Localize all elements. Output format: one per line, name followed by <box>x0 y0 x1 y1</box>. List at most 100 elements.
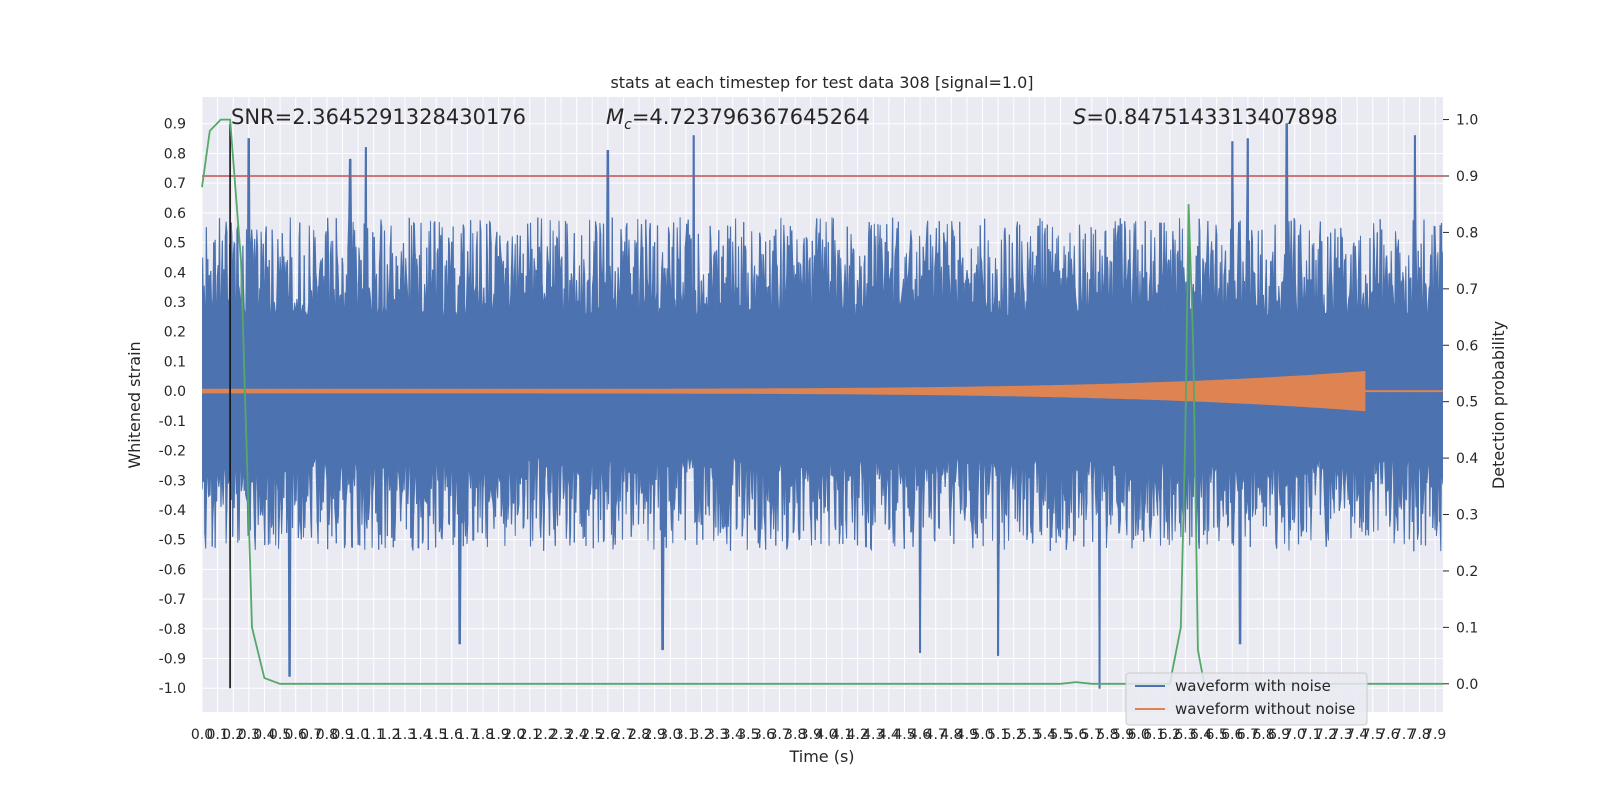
y2-tick-label: 0.4 <box>1456 451 1478 467</box>
waveform-with-noise <box>202 123 1443 689</box>
x-tick-label: 6.6 <box>1221 727 1243 743</box>
y2-tick-label: 0.9 <box>1456 169 1478 185</box>
x-tick-label: 0.5 <box>269 727 291 743</box>
score-value: =0.8475143313407898 <box>1086 105 1337 129</box>
y2-tick-label: 0.1 <box>1456 620 1478 636</box>
x-tick-label: 5.5 <box>1049 727 1071 743</box>
y-tick-label: 0.7 <box>164 176 186 192</box>
x-tick-label: 5.8 <box>1096 727 1118 743</box>
y-tick-label: -0.8 <box>159 622 186 638</box>
x-tick-label: 2.7 <box>612 727 634 743</box>
x-tick-label: 4.5 <box>893 727 915 743</box>
x-tick-label: 0.3 <box>238 727 260 743</box>
y-tick-label: -0.5 <box>159 533 186 549</box>
y2-tick-label: 0.2 <box>1456 564 1478 580</box>
y-tick-label: -0.3 <box>159 473 186 489</box>
chirp-mass-annotation: Mc=4.723796367645264 <box>606 105 870 133</box>
x-tick-label: 3.4 <box>722 727 744 743</box>
x-tick-label: 2.6 <box>597 727 619 743</box>
y-tick-label: -0.6 <box>159 562 186 578</box>
y-tick-label: 0.6 <box>164 206 186 222</box>
y2-tick-label: 0.8 <box>1456 225 1478 241</box>
x-tick-label: 2.1 <box>519 727 541 743</box>
y-tick-label: 0.8 <box>164 146 186 162</box>
y-tick-label: -0.1 <box>159 414 186 430</box>
x-tick-label: 1.3 <box>394 727 416 743</box>
x-tick-label: 6.0 <box>1127 727 1149 743</box>
x-tick-label: 1.9 <box>487 727 509 743</box>
x-tick-label: 1.0 <box>347 727 369 743</box>
x-tick-label: 7.0 <box>1284 727 1306 743</box>
x-tick-label: 7.5 <box>1362 727 1384 743</box>
y-tick-label: -1.0 <box>159 681 186 697</box>
x-tick-label: 2.8 <box>628 727 650 743</box>
x-tick-label: 2.2 <box>534 727 556 743</box>
x-tick-label: 4.3 <box>862 727 884 743</box>
x-tick-label: 5.2 <box>1003 727 1025 743</box>
x-tick-label: 4.1 <box>831 727 853 743</box>
y-tick-label: 0.0 <box>164 384 186 400</box>
x-tick-label: 7.8 <box>1408 727 1430 743</box>
x-tick-label: 5.7 <box>1081 727 1103 743</box>
x-tick-label: 0.9 <box>331 727 353 743</box>
x-axis-title: Time (s) <box>788 747 854 766</box>
x-tick-label: 1.2 <box>378 727 400 743</box>
chart-title: stats at each timestep for test data 308… <box>610 73 1033 92</box>
snr-annotation: SNR=2.3645291328430176 <box>231 105 526 129</box>
waveform-without-noise <box>202 370 1443 412</box>
x-tick-label: 7.6 <box>1377 727 1399 743</box>
legend-box <box>1125 672 1368 726</box>
x-tick-label: 6.1 <box>1143 727 1165 743</box>
x-tick-label: 7.1 <box>1299 727 1321 743</box>
x-tick-label: 5.1 <box>987 727 1009 743</box>
x-tick-label: 4.6 <box>909 727 931 743</box>
chirp-mass-symbol: M <box>606 105 624 129</box>
legend-label-clean: waveform without noise <box>1175 700 1355 718</box>
x-tick-label: 4.2 <box>846 727 868 743</box>
x-tick-label: 5.9 <box>1112 727 1134 743</box>
y-tick-label: -0.9 <box>159 652 186 668</box>
x-tick-label: 0.8 <box>316 727 338 743</box>
x-tick-label: 1.4 <box>409 727 431 743</box>
chirp-mass-value: =4.723796367645264 <box>632 105 870 129</box>
y-axis-title: Whitened strain <box>125 341 144 468</box>
x-tick-label: 6.2 <box>1159 727 1181 743</box>
y2-axis-title: Detection probability <box>1489 321 1508 489</box>
legend: waveform with noise waveform without noi… <box>1125 672 1368 726</box>
x-tick-label: 1.1 <box>363 727 385 743</box>
y-tick-label: -0.2 <box>159 444 186 460</box>
x-tick-label: 0.4 <box>253 727 275 743</box>
x-tick-label: 6.8 <box>1252 727 1274 743</box>
y2-tick-label: 0.6 <box>1456 338 1478 354</box>
x-tick-label: 0.1 <box>206 727 228 743</box>
x-tick-label: 3.5 <box>737 727 759 743</box>
x-tick-label: 4.4 <box>878 727 900 743</box>
x-tick-label: 0.2 <box>222 727 244 743</box>
detection-probability <box>201 118 1443 685</box>
x-tick-label: 5.3 <box>1018 727 1040 743</box>
score-annotation: S=0.8475143313407898 <box>1073 105 1338 129</box>
y2-tick-label: 0.7 <box>1456 282 1478 298</box>
x-tick-label: 4.9 <box>956 727 978 743</box>
x-tick-label: 7.9 <box>1424 727 1446 743</box>
x-tick-label: 2.4 <box>566 727 588 743</box>
y2-tick-label: 1.0 <box>1456 113 1478 129</box>
y-tick-label: 0.1 <box>164 354 186 370</box>
y-tick-label: 0.2 <box>164 325 186 341</box>
x-tick-label: 3.1 <box>675 727 697 743</box>
legend-label-noise: waveform with noise <box>1175 677 1331 695</box>
x-tick-label: 1.8 <box>472 727 494 743</box>
clean-chirp <box>202 370 1366 412</box>
y2-tick-label: 0.3 <box>1456 508 1478 524</box>
tick-labels: 0.00.10.20.30.40.50.60.70.80.91.01.11.21… <box>159 113 1479 743</box>
chirp-mass-subscript: c <box>624 117 632 133</box>
x-tick-label: 3.9 <box>800 727 822 743</box>
x-tick-label: 0.6 <box>285 727 307 743</box>
x-tick-label: 6.4 <box>1190 727 1212 743</box>
y-tick-label: 0.4 <box>164 265 186 281</box>
y2-tick-label: 0.5 <box>1456 395 1478 411</box>
x-tick-label: 6.3 <box>1174 727 1196 743</box>
x-tick-label: 4.8 <box>940 727 962 743</box>
x-tick-label: 6.9 <box>1268 727 1290 743</box>
x-tick-label: 3.8 <box>784 727 806 743</box>
